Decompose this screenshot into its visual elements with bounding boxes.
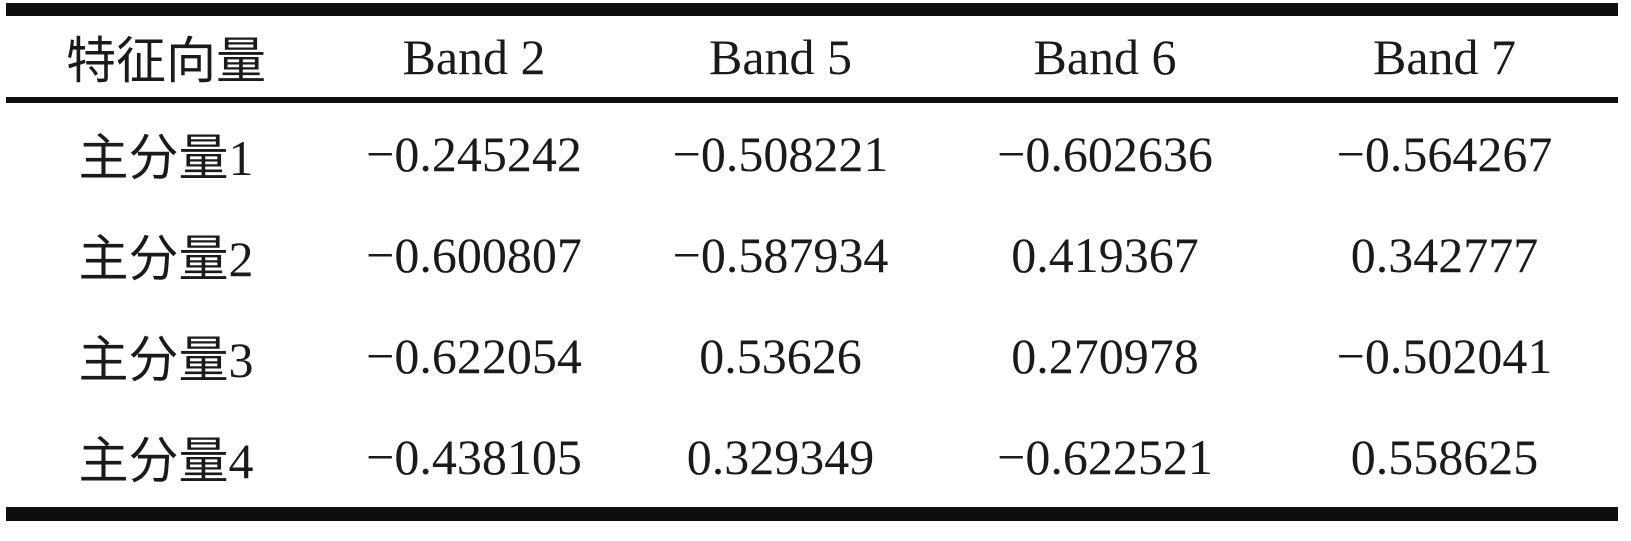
table-cell: 0.329349 (686, 428, 875, 485)
table-cell: −0.245242 (366, 125, 582, 182)
table-cell: 0.53626 (699, 327, 862, 384)
table-cell: −0.502041 (1336, 327, 1553, 384)
table-cell: −0.602636 (997, 125, 1213, 182)
table-cell: −0.622521 (997, 428, 1213, 485)
table-cell: 0.419367 (1011, 226, 1199, 283)
table-cell: −0.622054 (366, 327, 582, 384)
table-row: 主分量4 −0.438105 0.329349 −0.622521 0.5586… (6, 406, 1618, 514)
header-row: 特征向量 Band 2 Band 5 Band 6 Band 7 (6, 9, 1618, 103)
table-cell: −0.600807 (366, 226, 582, 283)
table-cell: −0.587934 (672, 226, 889, 283)
row-label: 主分量4 (78, 432, 254, 489)
row-label: 主分量2 (78, 230, 254, 287)
column-header-band-5: Band 5 (622, 9, 939, 103)
row-label: 主分量1 (78, 129, 254, 186)
column-header-feature-vector: 特征向量 (6, 9, 326, 103)
eigenvector-table: 特征向量 Band 2 Band 5 Band 6 Band 7 主分量1 −0… (6, 3, 1618, 521)
table-row: 主分量3 −0.622054 0.53626 0.270978 −0.50204… (6, 305, 1618, 406)
column-header-band-2: Band 2 (326, 9, 622, 103)
table-cell: −0.508221 (672, 125, 889, 182)
table-cell: 0.270978 (1011, 327, 1199, 384)
table-row: 主分量1 −0.245242 −0.508221 −0.602636 −0.56… (6, 100, 1618, 204)
table-cell: −0.564267 (1336, 125, 1553, 182)
table-cell: −0.438105 (366, 428, 582, 485)
table-cell: 0.342777 (1350, 226, 1539, 283)
column-header-band-7: Band 7 (1271, 9, 1618, 103)
table-cell: 0.558625 (1350, 428, 1539, 485)
table-row: 主分量2 −0.600807 −0.587934 0.419367 0.3427… (6, 204, 1618, 305)
column-header-band-6: Band 6 (939, 9, 1271, 103)
row-label: 主分量3 (78, 331, 254, 388)
